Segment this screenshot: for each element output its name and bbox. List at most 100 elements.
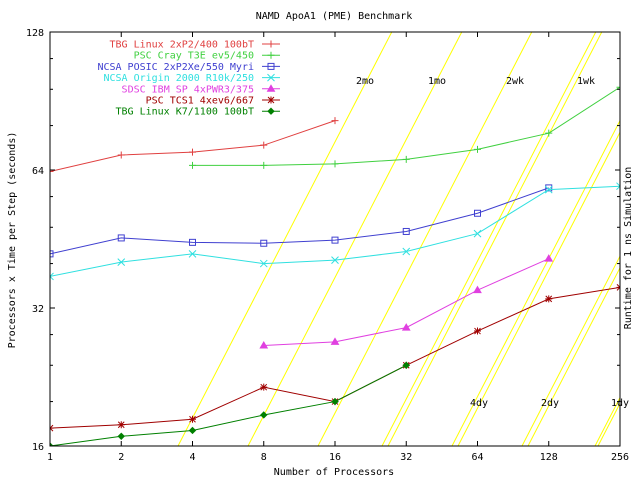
series-line xyxy=(50,185,620,277)
marker-shape xyxy=(473,285,482,294)
data-point xyxy=(260,411,268,419)
marker-shape xyxy=(402,155,410,163)
marker-shape xyxy=(50,168,54,176)
marker-shape xyxy=(188,426,197,435)
data-point xyxy=(189,148,196,156)
series-line xyxy=(50,286,620,429)
series xyxy=(50,182,620,281)
marker-shape xyxy=(267,107,275,115)
legend-label: NCSA POSIC 2xP2Xe/550 Myri xyxy=(97,62,254,73)
data-point xyxy=(260,161,268,169)
marker-shape xyxy=(267,96,275,104)
runtime-line xyxy=(451,119,620,446)
series xyxy=(259,254,554,349)
data-point xyxy=(117,421,125,429)
marker-shape xyxy=(260,239,268,247)
x-tick-label: 128 xyxy=(540,452,558,463)
data-point xyxy=(545,129,553,137)
marker-shape xyxy=(544,185,553,194)
marker-shape xyxy=(50,250,54,258)
marker-shape xyxy=(545,129,553,137)
runtime-line xyxy=(317,32,533,446)
marker-shape xyxy=(189,148,196,156)
marker-shape xyxy=(260,141,268,149)
marker-shape xyxy=(544,254,554,262)
data-point xyxy=(544,254,554,262)
marker-shape xyxy=(267,40,275,48)
legend-label: SDSC IBM SP 4xPWR3/375 xyxy=(122,84,254,95)
legend-marker xyxy=(266,84,276,92)
data-point xyxy=(188,426,197,435)
data-point xyxy=(474,209,481,217)
legend-marker xyxy=(267,51,275,59)
legend-marker xyxy=(267,96,275,104)
x-tick-label: 1 xyxy=(47,452,53,463)
y-axis-label: Processors x Time per Step (seconds) xyxy=(7,132,18,349)
data-point xyxy=(50,442,54,446)
data-point xyxy=(331,397,339,406)
data-point xyxy=(402,361,410,369)
data-point xyxy=(260,383,268,391)
marker-shape xyxy=(402,361,410,369)
runtime-line xyxy=(381,32,597,446)
data-point xyxy=(189,415,196,423)
data-point xyxy=(260,141,268,149)
runtime-line xyxy=(177,32,393,446)
data-point xyxy=(401,323,411,331)
data-point xyxy=(188,250,197,258)
marker-shape xyxy=(474,145,481,153)
marker-shape xyxy=(189,415,196,423)
y-tick-label: 64 xyxy=(32,166,44,177)
marker-shape xyxy=(402,227,410,235)
marker-shape xyxy=(50,442,54,446)
chart-title: NAMD ApoA1 (PME) Benchmark xyxy=(256,11,413,22)
data-point xyxy=(402,227,410,235)
legend-marker xyxy=(267,62,275,70)
x-tick-label: 4 xyxy=(189,452,195,463)
data-point xyxy=(260,239,268,247)
data-point xyxy=(50,168,54,176)
marker-shape xyxy=(189,238,196,246)
legend-marker xyxy=(267,73,275,82)
series xyxy=(50,361,410,446)
runtime-line xyxy=(527,266,620,446)
x-tick-label: 2 xyxy=(118,452,124,463)
marker-shape xyxy=(189,161,196,169)
x-tick-label: 256 xyxy=(611,452,629,463)
data-point xyxy=(331,236,339,244)
data-point xyxy=(259,341,269,349)
runtime-label: 4dy xyxy=(470,398,488,409)
x-tick-label: 64 xyxy=(471,452,483,463)
x-tick-label: 32 xyxy=(400,452,412,463)
legend-label: NCSA Origin 2000 R10k/250 xyxy=(103,73,254,84)
data-point xyxy=(474,327,481,335)
series xyxy=(50,283,620,432)
marker-shape xyxy=(474,209,481,217)
data-point xyxy=(616,182,620,191)
marker-shape xyxy=(267,51,275,59)
runtime-label: 2dy xyxy=(541,398,559,409)
data-point xyxy=(189,238,196,246)
data-point xyxy=(473,229,482,238)
y-tick-label: 32 xyxy=(32,304,44,315)
data-point xyxy=(117,234,125,242)
x-axis-label: Number of Processors xyxy=(274,467,394,478)
series-layer xyxy=(50,83,620,446)
marker-shape xyxy=(259,341,269,349)
marker-shape xyxy=(331,397,339,406)
marker-shape xyxy=(331,236,339,244)
legend-label: TBG Linux 2xP2/400 100bT xyxy=(110,40,255,51)
data-point xyxy=(50,272,54,281)
data-point xyxy=(331,117,339,125)
marker-shape xyxy=(267,62,275,70)
marker-shape xyxy=(260,383,268,391)
data-point xyxy=(545,184,553,192)
series-line xyxy=(50,364,407,446)
data-point xyxy=(50,250,54,258)
y2-axis-label: Runtime for 1 ns Simulation xyxy=(623,167,634,330)
marker-shape xyxy=(260,411,268,419)
x-tick-label: 8 xyxy=(261,452,267,463)
runtime-label: 2wk xyxy=(506,76,524,87)
data-point xyxy=(330,337,340,345)
